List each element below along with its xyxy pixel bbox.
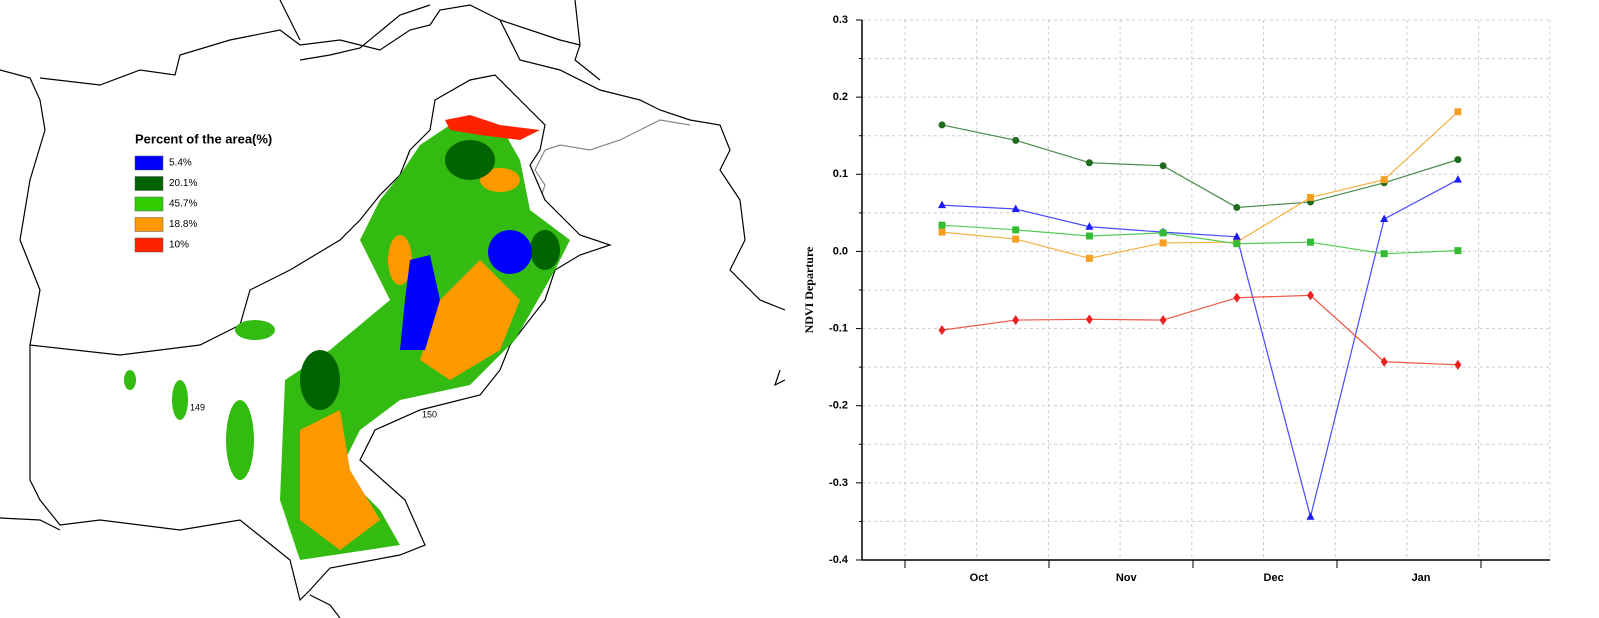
legend-title: Percent of the area(%) [135, 131, 272, 146]
legend-swatch [134, 176, 164, 191]
marker [1159, 229, 1167, 237]
marker [1233, 203, 1241, 211]
legend-label: 20.1% [169, 178, 197, 189]
y-tick-label: 0.0 [833, 245, 848, 257]
map-label: 149 [190, 402, 205, 412]
chart: NDVI Departure -0.4 -0.3 -0.2 -0.1 0.0 0.1 0.2… [802, 14, 1551, 584]
marker [1159, 162, 1167, 170]
orange-areas [300, 168, 520, 550]
blue-areas [400, 230, 532, 350]
marker [1307, 290, 1314, 301]
marker [1012, 235, 1020, 243]
marker [1233, 292, 1241, 303]
series-line [941, 124, 1459, 209]
y-axis-label: NDVI Departure [802, 246, 816, 333]
marker [1012, 226, 1020, 234]
series-line [941, 111, 1459, 259]
legend-label: 18.8% [169, 219, 197, 230]
marker [1380, 250, 1388, 258]
sparse-green [124, 320, 275, 480]
y-tick-label: 0.3 [833, 14, 848, 26]
marker [1159, 315, 1167, 326]
marker [1012, 315, 1020, 326]
y-tick-label: 0.2 [833, 91, 848, 103]
marker [1380, 176, 1388, 184]
legend-swatch [134, 217, 164, 232]
marker [1085, 222, 1094, 230]
marker [1454, 359, 1462, 370]
marker [938, 221, 946, 229]
y-tick-label: 0.1 [833, 168, 848, 180]
marker [1307, 193, 1314, 201]
series-line [941, 224, 1458, 255]
marker [938, 228, 946, 236]
y-tick-label: -0.4 [829, 554, 849, 566]
legend-label: 45.7% [169, 199, 197, 210]
marker [1453, 175, 1462, 183]
marker [938, 200, 946, 209]
marker [1085, 254, 1093, 262]
series-line [941, 179, 1459, 517]
series-line [941, 294, 1458, 366]
marker [1233, 240, 1241, 248]
marker [1232, 232, 1241, 240]
darkgreen-areas [300, 140, 560, 410]
borders [0, 0, 786, 618]
marker [1454, 247, 1462, 255]
map-label: 150 [422, 409, 437, 419]
x-tick-label: Dec [1264, 572, 1284, 584]
legend-swatch [134, 196, 164, 212]
legend-label: 10% [169, 240, 189, 251]
marker [1159, 239, 1167, 247]
x-tick-label: Nov [1116, 572, 1138, 584]
legend-swatch [134, 155, 164, 171]
red-areas [445, 115, 540, 140]
marker [1380, 214, 1389, 223]
map: 149 150 Percent of the area(%) 5.4% 20.1%… [0, 0, 786, 618]
x-tick-label: Jan [1412, 572, 1431, 584]
x-tick-label: Oct [970, 572, 989, 584]
marker [1454, 108, 1462, 116]
marker [1085, 232, 1093, 240]
marker [1454, 156, 1462, 164]
y-tick-label: -0.2 [829, 400, 848, 412]
marker [1306, 512, 1315, 520]
marker [1380, 356, 1388, 367]
marker [1085, 314, 1093, 325]
marker [1012, 136, 1020, 144]
map-legend: 5.4% 20.1% 45.7% 18.8% 10% [134, 155, 197, 253]
y-tick-label: -0.1 [829, 322, 848, 334]
marker [938, 325, 946, 336]
marker [1307, 238, 1314, 246]
marker [1085, 159, 1093, 167]
marker [1011, 204, 1020, 212]
marker [938, 121, 946, 129]
legend-label: 5.4% [169, 158, 192, 169]
y-tick-label: -0.3 [829, 477, 848, 489]
legend-swatch [134, 237, 164, 253]
